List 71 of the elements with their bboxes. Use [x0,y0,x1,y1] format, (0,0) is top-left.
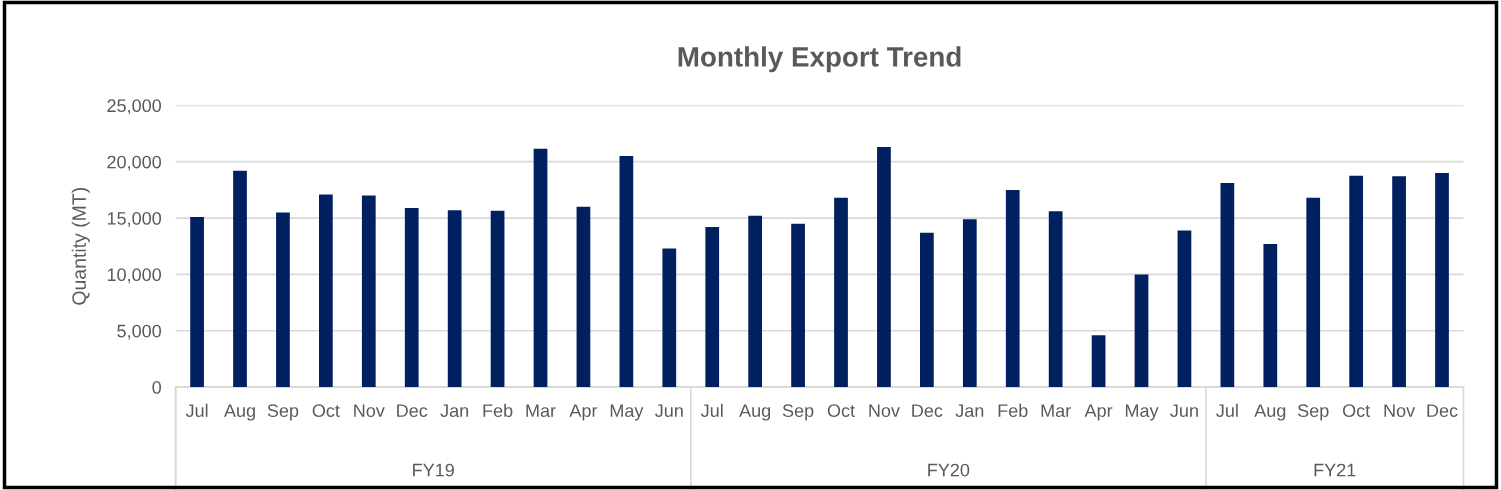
x-tick-label: Dec [397,404,428,418]
bar [662,248,677,388]
x-tick-label: Sep [267,404,299,421]
bar [190,216,204,388]
y-tick-label: 25,000 [107,99,162,115]
y-tick-label: 15,000 [107,211,162,227]
x-tick-label: Nov [869,404,900,418]
bar [834,197,848,388]
bar [361,195,376,388]
x-tick-label: Aug [1254,404,1286,421]
bar [319,194,333,388]
x-tick-label: Nov [354,404,385,418]
chart-title: Monthly Export Trend [678,46,961,73]
bar [1435,172,1449,388]
bar [1134,274,1149,388]
bar [576,206,591,388]
x-tick-label: Jun [1170,404,1198,418]
bar [619,156,634,388]
bar [791,223,805,388]
x-tick-label: Feb [483,403,513,418]
x-tick-label: Aug [739,404,771,421]
x-tick-label: Jan [440,404,469,418]
x-tick-label: Jul [700,403,723,418]
x-tick-label: May [1125,404,1159,421]
bar [533,148,548,388]
bar [877,147,891,388]
x-tick-label: Jun [655,404,683,418]
bar [1005,189,1020,388]
y-tick-label: 10,000 [107,268,162,284]
x-tick-label: Jan [955,404,984,418]
x-tick-label: Dec [1427,404,1458,418]
x-tick-label: Oct [1342,404,1371,418]
x-tick-label: Feb [998,403,1028,418]
bar [1349,175,1364,388]
bar [1091,335,1106,388]
x-tick-label: Aug [223,404,255,421]
bar [1177,230,1192,388]
text: FY19 [413,463,454,477]
bar [490,210,505,388]
x-tick-label: Apr [1084,404,1113,421]
y-tick-label: 0 [152,381,162,394]
y-axis-title: Quantity (MT) [71,188,90,305]
bar [404,207,419,388]
bar [1306,197,1321,388]
x-tick-label: Oct [312,404,340,418]
bar [276,212,290,388]
bar [1263,243,1278,388]
bar [233,170,247,388]
bar [920,232,934,388]
bar [447,210,462,388]
x-tick-label: Mar [526,404,556,418]
x-tick-label: Apr [569,404,598,421]
x-tick-label: Sep [782,404,814,421]
x-tick-label: Mar [1041,404,1071,418]
x-tick-label: May [610,404,644,421]
x-tick-label: Oct [827,404,855,418]
x-tick-label: Sep [1297,404,1329,421]
x-tick-label: Nov [1384,404,1416,418]
bar [705,227,720,388]
x-tick-label: Jul [1216,403,1238,418]
bar [1048,211,1063,388]
x-tick-label: Jul [185,403,208,418]
y-tick-label: 20,000 [107,155,162,171]
x-tick-label: Dec [912,404,943,418]
bar [1220,183,1235,388]
bar [962,219,977,388]
bar [748,215,763,388]
bar [1392,176,1406,388]
text: FY21 [1314,463,1356,477]
y-tick-label: 5,000 [117,324,162,340]
text: FY20 [928,463,970,477]
